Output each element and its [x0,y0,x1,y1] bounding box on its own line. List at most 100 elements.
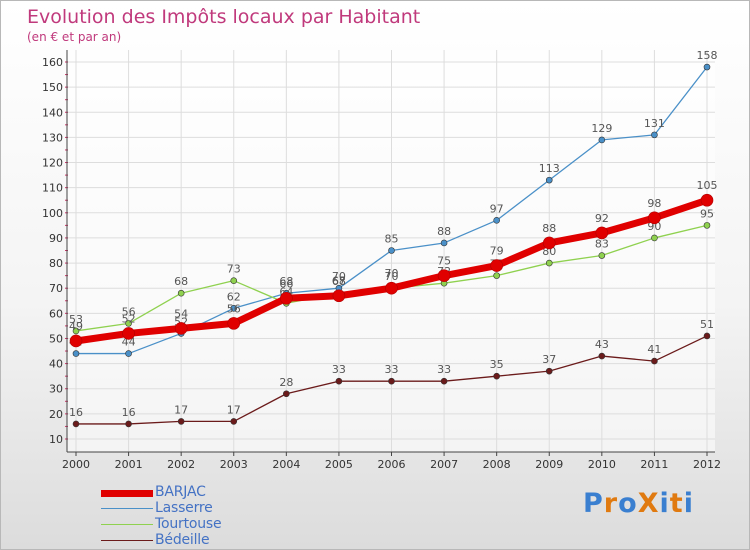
data-label-tourtouse: 80 [542,245,556,258]
data-point-tourtouse [545,259,553,267]
y-tick-label: 160 [42,56,63,69]
data-point-barjac [595,226,609,240]
data-point-barjac [174,322,188,335]
data-point-lasserre [598,136,606,144]
data-label-barjac: 75 [437,255,451,268]
data-label-barjac: 66 [279,277,293,290]
data-point-bedeille [72,420,80,428]
data-label-bedeille: 16 [69,406,83,419]
data-label-lasserre: 68 [279,275,293,288]
x-tick-label: 2006 [378,458,406,471]
data-point-tourtouse [230,277,238,284]
legend-item-barjac: BARJAC [101,484,301,501]
data-label-tourtouse: 68 [174,275,188,288]
data-point-lasserre [125,350,132,357]
data-label-barjac: 54 [174,307,188,320]
data-point-bedeille [440,377,448,385]
brand-letter: i [683,488,694,519]
data-label-tourtouse: 83 [595,238,609,251]
brand-letter: X [637,488,660,519]
legend-item-tourtouse: Tourtouse [101,516,301,533]
data-label-bedeille: 43 [595,338,609,351]
y-tick-label: 120 [42,157,63,170]
y-tick-label: 30 [49,383,63,396]
data-point-barjac [332,289,346,303]
data-point-barjac [490,259,503,272]
x-tick-label: 2007 [430,458,458,471]
data-point-bedeille [335,377,343,385]
data-point-bedeille [545,367,553,375]
data-point-lasserre [651,131,658,139]
y-tick-label: 40 [49,358,63,371]
legend-item-lasserre: Lasserre [101,500,301,517]
legend-label-lasserre: Lasserre [155,500,213,516]
y-tick-label: 130 [42,131,63,144]
data-point-barjac [437,269,451,282]
data-label-bedeille: 17 [174,403,188,416]
data-point-bedeille [230,418,238,425]
data-label-bedeille: 17 [227,403,241,416]
data-point-tourtouse [177,289,185,297]
data-point-lasserre [388,247,395,254]
x-tick-label: 2004 [272,458,300,471]
data-label-barjac: 49 [69,320,83,333]
y-tick-label: 20 [49,408,63,421]
legend-label-bedeille: Bédeille [155,532,210,548]
y-tick-label: 10 [49,433,63,446]
legend-swatch-barjac [101,490,153,497]
legend-swatch-tourtouse [101,524,153,525]
data-label-bedeille: 28 [279,376,293,389]
y-tick-label: 90 [49,232,63,245]
x-tick-label: 2009 [535,458,563,471]
data-label-barjac: 52 [122,312,136,325]
y-tick-label: 140 [42,106,63,119]
legend: BARJAC Lasserre Tourtouse Bédeille [101,484,301,549]
y-tick-label: 80 [49,257,63,270]
data-label-tourtouse: 68 [332,275,346,288]
brand-letter: t [669,488,684,519]
data-point-barjac [648,211,661,225]
data-label-barjac: 56 [227,302,241,315]
data-label-bedeille: 35 [490,358,504,371]
y-tick-label: 150 [42,81,63,94]
data-label-lasserre: 158 [697,49,718,62]
legend-item-bedeille: Bédeille [101,532,301,549]
data-label-tourtouse: 73 [227,263,241,276]
data-label-bedeille: 33 [437,363,451,376]
data-label-barjac: 105 [697,179,718,192]
brand-letter: i [659,488,670,519]
data-label-lasserre: 97 [490,202,504,215]
data-point-bedeille [388,377,395,385]
data-label-lasserre: 113 [539,162,560,175]
data-point-bedeille [177,418,185,425]
data-point-barjac [280,291,293,305]
data-label-bedeille: 33 [332,363,346,376]
data-point-tourtouse [72,327,80,335]
legend-label-barjac: BARJAC [155,484,206,500]
data-label-lasserre: 129 [591,122,612,135]
data-label-barjac: 67 [332,275,346,288]
x-tick-label: 2002 [167,458,195,471]
data-point-lasserre [493,217,500,224]
brand-letter: o [618,488,638,519]
data-point-barjac [542,236,556,250]
data-label-tourtouse: 90 [647,220,661,233]
data-point-tourtouse [125,320,132,327]
legend-label-tourtouse: Tourtouse [155,516,222,532]
data-point-lasserre [72,350,80,357]
brand-letter: P [583,488,604,519]
data-label-bedeille: 51 [700,318,714,331]
data-label-bedeille: 16 [122,406,136,419]
x-tick-label: 2012 [693,458,721,471]
x-tick-label: 2001 [115,458,143,471]
data-point-lasserre [703,63,711,71]
data-point-barjac [385,281,398,295]
x-tick-label: 2005 [325,458,353,471]
data-point-bedeille [598,352,606,360]
x-tick-label: 2000 [62,458,90,471]
x-tick-label: 2008 [483,458,511,471]
data-label-tourtouse: 70 [385,270,399,283]
chart-subtitle: (en € et par an) [27,30,122,44]
x-tick-label: 2010 [588,458,616,471]
data-label-bedeille: 37 [542,353,556,366]
